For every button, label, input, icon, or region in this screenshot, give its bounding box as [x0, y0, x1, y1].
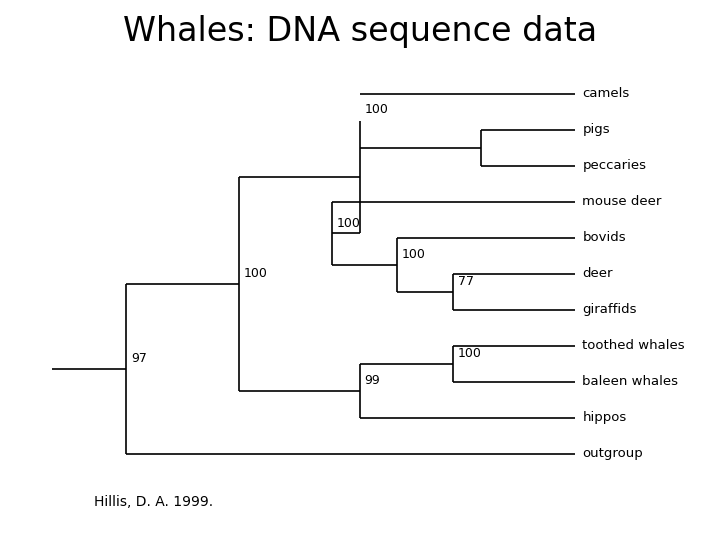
Text: 77: 77 [458, 275, 474, 288]
Text: Whales: DNA sequence data: Whales: DNA sequence data [123, 15, 597, 49]
Text: 97: 97 [131, 352, 147, 365]
Text: toothed whales: toothed whales [582, 339, 685, 352]
Text: 100: 100 [364, 103, 389, 116]
Text: pigs: pigs [582, 123, 610, 136]
Text: camels: camels [582, 87, 629, 100]
Text: baleen whales: baleen whales [582, 375, 678, 388]
Text: mouse deer: mouse deer [582, 195, 662, 208]
Text: 100: 100 [337, 217, 361, 230]
Text: 100: 100 [402, 248, 426, 261]
Text: 99: 99 [364, 374, 380, 387]
Text: giraffids: giraffids [582, 303, 636, 316]
Text: outgroup: outgroup [582, 447, 643, 460]
Text: 100: 100 [458, 347, 482, 360]
Text: bovids: bovids [582, 231, 626, 244]
Text: peccaries: peccaries [582, 159, 647, 172]
Text: 100: 100 [243, 267, 267, 280]
Text: deer: deer [582, 267, 613, 280]
Text: Hillis, D. A. 1999.: Hillis, D. A. 1999. [94, 495, 212, 509]
Text: hippos: hippos [582, 411, 626, 424]
